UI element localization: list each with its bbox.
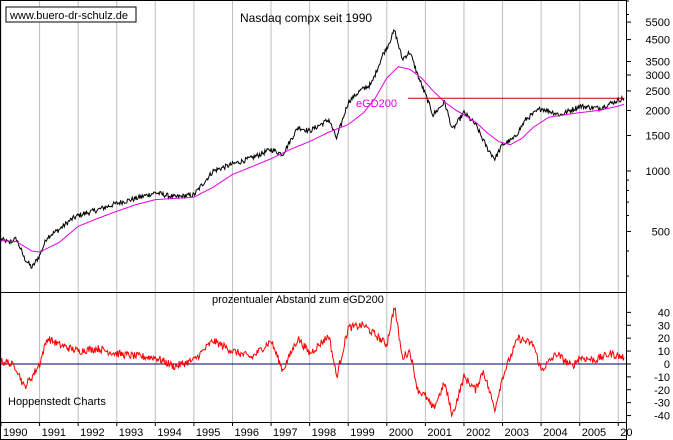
y-tick-label: 30 — [658, 320, 670, 332]
x-tick-label: 2004 — [543, 427, 567, 439]
y-tick-label: 4500 — [646, 35, 670, 47]
x-tick-label: 1991 — [42, 427, 66, 439]
oscillator-series-group — [0, 306, 625, 418]
x-tick-label: 1992 — [80, 427, 104, 439]
nasdaq-price-line — [0, 29, 625, 269]
egd200-line — [0, 66, 625, 253]
y-tick-label: -40 — [654, 411, 670, 423]
x-tick-label: 1993 — [119, 427, 143, 439]
y-tick-label: 3500 — [646, 57, 670, 69]
y-tick-label: 10 — [658, 346, 670, 358]
egd200-label: eGD200 — [356, 98, 397, 110]
x-tick-label: 2002 — [466, 427, 490, 439]
x-tick-label: 2003 — [505, 427, 529, 439]
credit-label: Hoppenstedt Charts — [8, 396, 106, 408]
x-tick-label: 2001 — [427, 427, 451, 439]
y-tick-label: 20 — [658, 333, 670, 345]
y-tick-label: 1500 — [646, 131, 670, 143]
x-tick-label: 1990 — [3, 427, 27, 439]
y-tick-label: 40 — [658, 307, 670, 319]
x-tick-label: 1995 — [196, 427, 220, 439]
upper-grid — [0, 1, 619, 292]
x-tick-label: 1999 — [350, 427, 374, 439]
x-tick-label: 2005 — [582, 427, 606, 439]
x-axis-labels: 1990 1991 1992 1993 1994 1995 1996 1997 1998 1999… — [0, 422, 633, 439]
price-chart-title: Nasdaq compx seit 1990 — [240, 11, 372, 25]
y-tick-label: 0 — [664, 359, 670, 371]
y-tick-label: 5500 — [646, 17, 670, 29]
y-tick-label: -30 — [654, 398, 670, 410]
y-tick-label: 1000 — [646, 166, 670, 178]
price-series-group — [0, 29, 625, 269]
x-tick-label: 1998 — [312, 427, 336, 439]
x-tick-label: 20 — [620, 427, 632, 439]
x-tick-label: 2000 — [389, 427, 413, 439]
y-tick-label: -20 — [654, 385, 670, 397]
oscillator-chart-title: prozentualer Abstand zum eGD200 — [212, 294, 384, 306]
y-tick-label: -10 — [654, 372, 670, 384]
y-tick-label: 3000 — [646, 70, 670, 82]
x-tick-label: 1996 — [234, 427, 258, 439]
y-tick-label: 2000 — [646, 105, 670, 117]
y-tick-label: 500 — [652, 226, 670, 238]
egd200-distance-line — [0, 306, 625, 418]
y-tick-label: 2500 — [646, 86, 670, 98]
x-tick-label: 1994 — [157, 427, 181, 439]
source-url-box — [5, 6, 137, 23]
source-url: www.buero-dr-schulz.de — [9, 10, 128, 22]
x-tick-label: 1997 — [273, 427, 297, 439]
